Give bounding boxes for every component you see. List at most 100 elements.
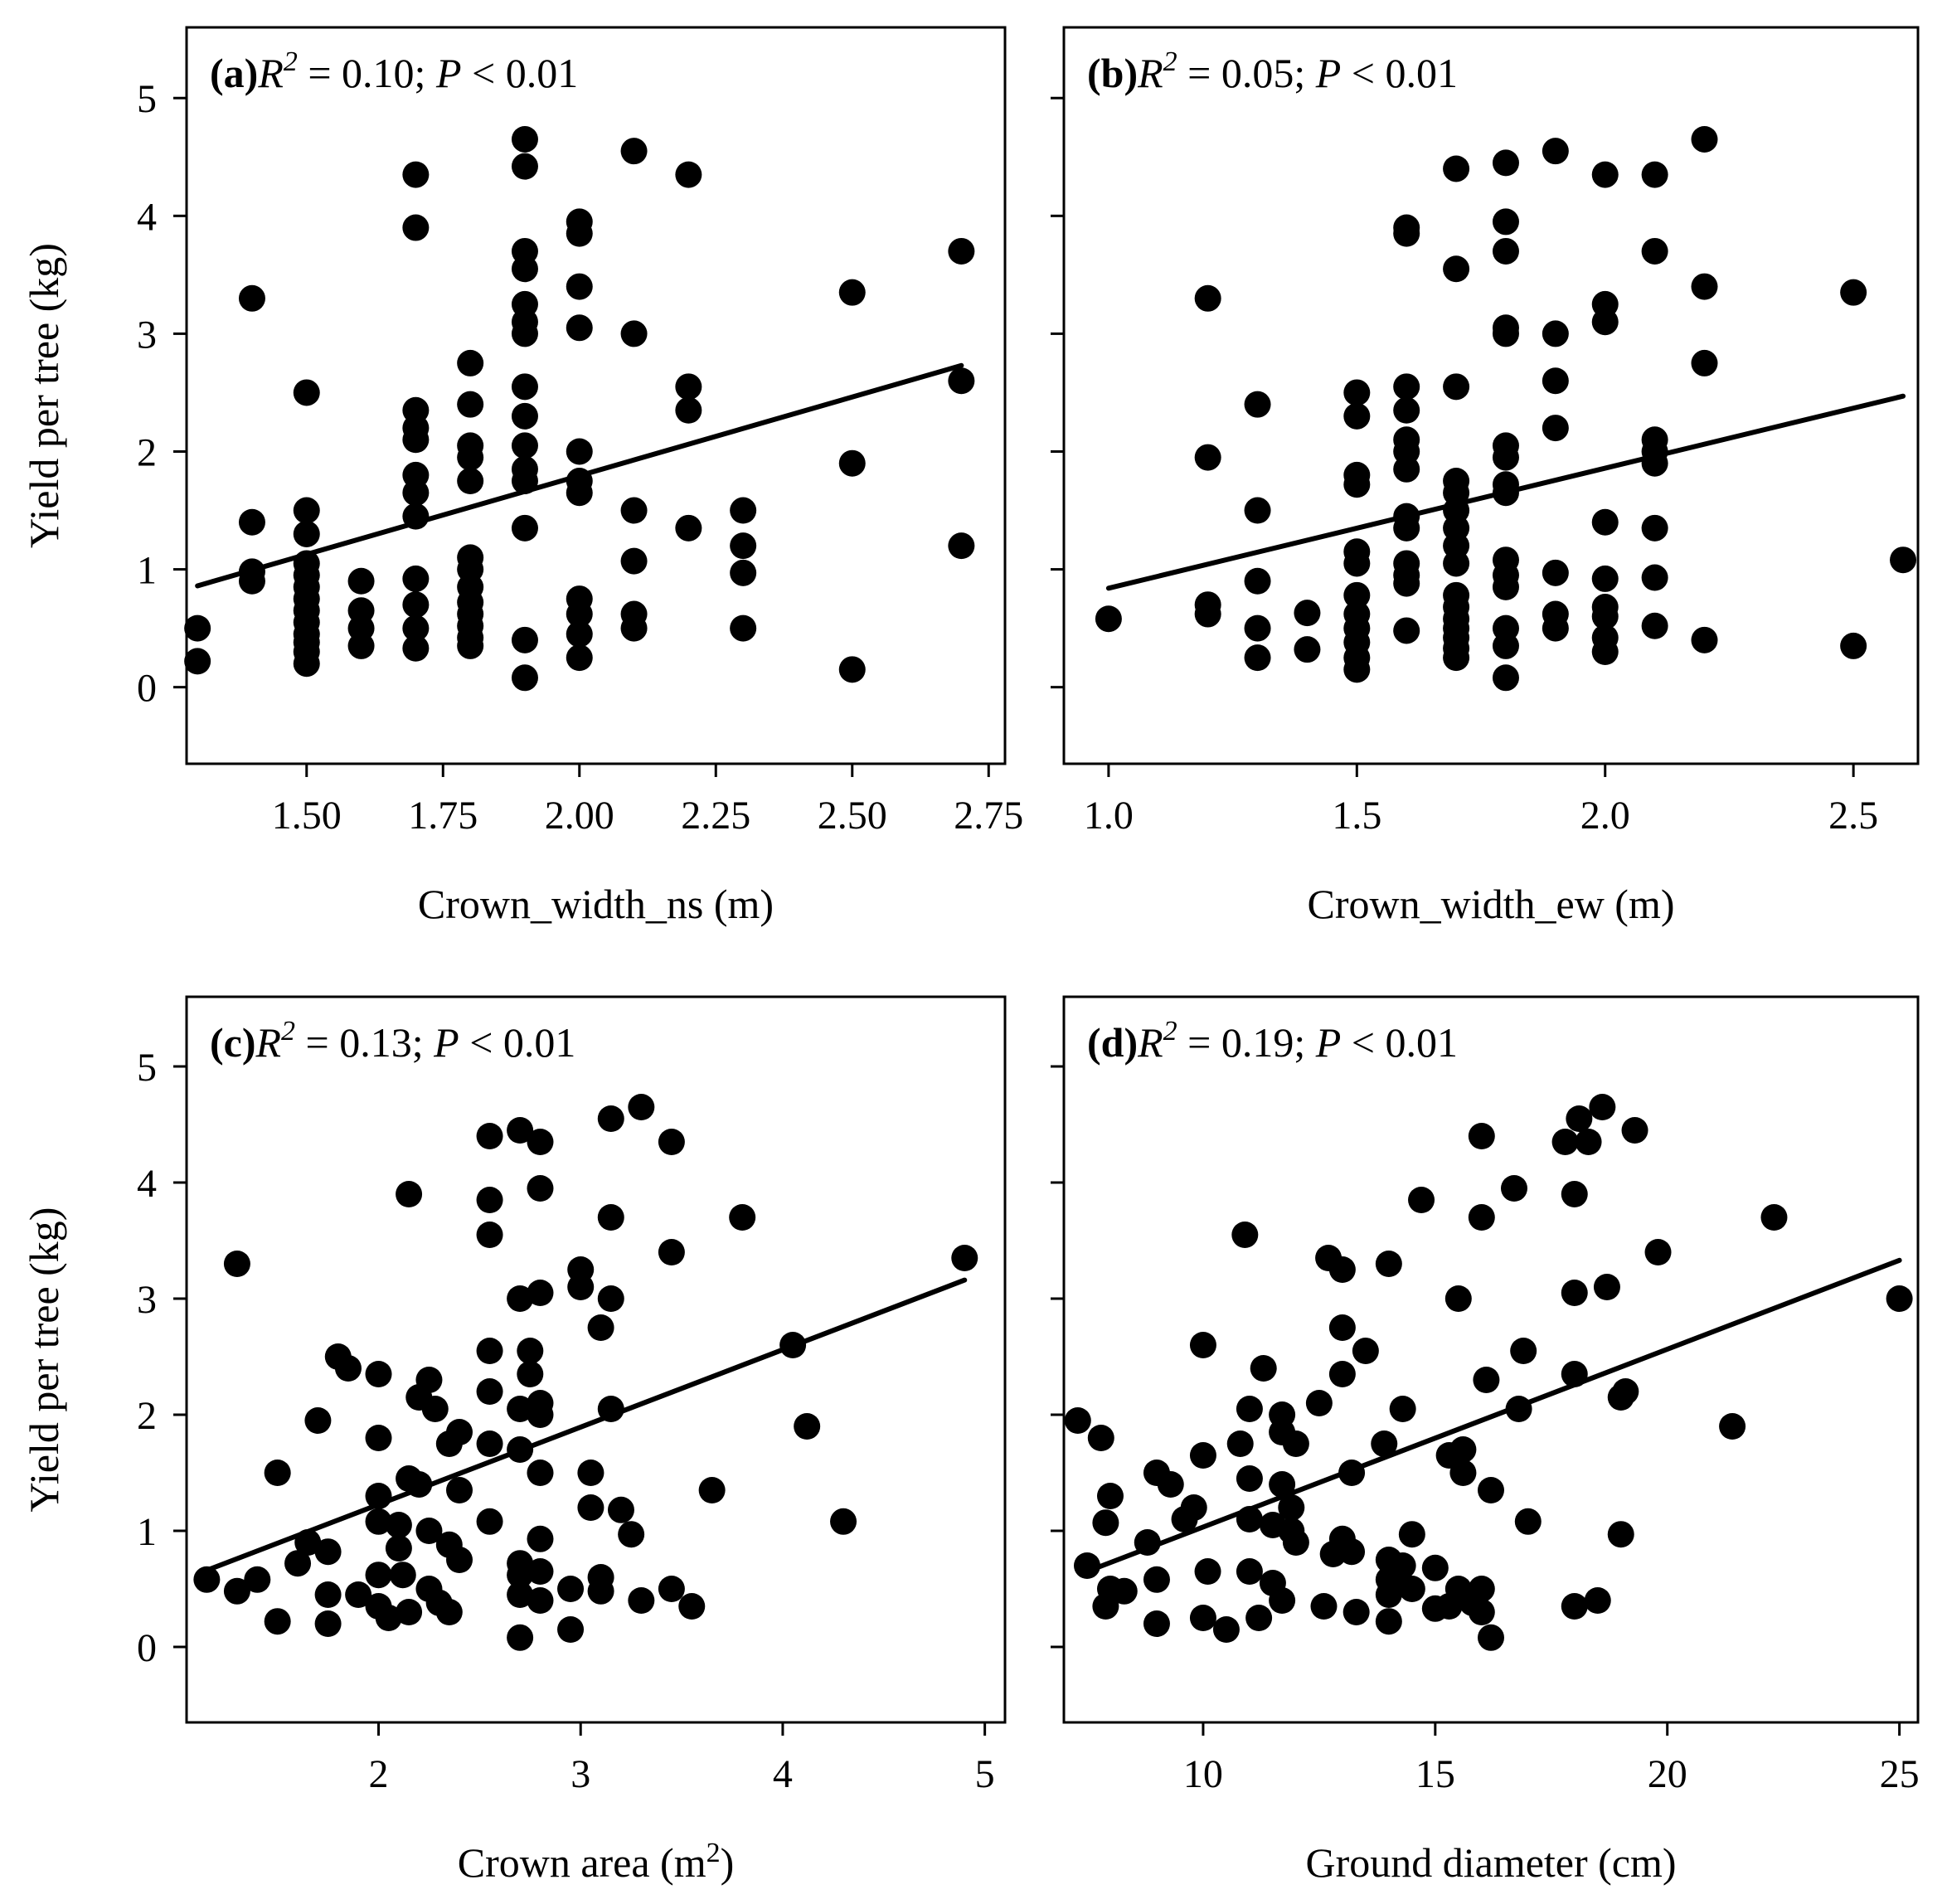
data-point bbox=[838, 656, 866, 683]
data-point bbox=[1691, 125, 1718, 153]
data-point bbox=[1566, 1105, 1593, 1132]
data-point bbox=[1468, 1123, 1495, 1149]
x-tick-label: 2.0 bbox=[1580, 794, 1630, 838]
data-point bbox=[1641, 161, 1668, 188]
data-point bbox=[396, 1181, 423, 1207]
data-point bbox=[511, 125, 538, 153]
data-point bbox=[1352, 1338, 1379, 1364]
data-point bbox=[1294, 636, 1321, 663]
data-point bbox=[620, 614, 648, 642]
data-point bbox=[457, 444, 484, 471]
data-point bbox=[597, 1204, 624, 1231]
y-tick-label: 0 bbox=[137, 1626, 157, 1670]
data-point bbox=[1073, 1552, 1100, 1579]
y-axis-label: Yield per tree (kg) bbox=[21, 1207, 67, 1513]
panel-1: 1.50 1.75 2.00 2.25 2.50 2.75 0 1 2 3 4 5 Crown_widt… bbox=[21, 26, 1023, 927]
r-squared-symbol: R bbox=[257, 50, 284, 96]
r-squared-exponent: 2 bbox=[1163, 1016, 1177, 1047]
panel-4: 10 15 20 25 Ground diameter (cm) (d)R2 = 0.19… bbox=[1051, 995, 1920, 1886]
data-point bbox=[1343, 471, 1371, 498]
r-squared-exponent: 2 bbox=[1163, 46, 1177, 77]
data-point bbox=[446, 1547, 473, 1573]
data-point bbox=[402, 634, 430, 662]
data-point bbox=[1449, 1460, 1477, 1486]
x-tick-label: 15 bbox=[1415, 1752, 1455, 1796]
data-point bbox=[476, 1338, 503, 1364]
data-point bbox=[511, 664, 538, 692]
x-tick-label: 2.00 bbox=[545, 794, 614, 838]
data-point bbox=[948, 367, 975, 395]
panel-annotation: (c)R2 = 0.13; P < 0.01 bbox=[210, 1016, 575, 1066]
y-tick-label: 4 bbox=[137, 195, 157, 239]
data-point bbox=[1542, 320, 1569, 347]
data-point bbox=[675, 514, 702, 542]
data-point bbox=[730, 532, 757, 560]
data-point bbox=[1551, 1129, 1579, 1155]
data-point bbox=[1393, 617, 1420, 644]
data-point bbox=[1542, 614, 1569, 642]
y-tick-label: 1 bbox=[137, 1510, 157, 1554]
data-point bbox=[1408, 1187, 1435, 1213]
data-point bbox=[557, 1576, 585, 1602]
data-point bbox=[678, 1593, 706, 1620]
data-point bbox=[620, 138, 648, 165]
data-point bbox=[1244, 497, 1271, 524]
data-point bbox=[1641, 514, 1668, 542]
data-point bbox=[1510, 1338, 1537, 1364]
data-point bbox=[1500, 1175, 1527, 1202]
p-symbol: P bbox=[433, 1019, 459, 1066]
data-point bbox=[402, 426, 430, 454]
data-point bbox=[1886, 1285, 1913, 1312]
data-point bbox=[223, 1577, 250, 1605]
data-point bbox=[446, 1477, 473, 1503]
data-point bbox=[1492, 664, 1519, 692]
data-point bbox=[402, 161, 430, 188]
x-tick-label: 10 bbox=[1183, 1752, 1223, 1796]
x-axis-label-suffix: ) bbox=[721, 1839, 735, 1886]
data-point bbox=[1269, 1471, 1296, 1498]
panel-letter: (a) bbox=[210, 50, 258, 96]
x-tick-label: 1.0 bbox=[1084, 794, 1134, 838]
data-point bbox=[1343, 379, 1371, 406]
r-squared-exponent: 2 bbox=[284, 46, 298, 77]
data-point bbox=[511, 320, 538, 347]
x-axis-label-text: Crown area (m bbox=[458, 1839, 706, 1886]
data-point bbox=[511, 255, 538, 283]
data-point bbox=[730, 559, 757, 586]
y-tick-label: 5 bbox=[137, 1046, 157, 1090]
data-point bbox=[1542, 559, 1569, 586]
data-point bbox=[415, 1367, 443, 1393]
data-point bbox=[1561, 1593, 1588, 1620]
data-point bbox=[1328, 1314, 1356, 1341]
x-tick-label: 1.50 bbox=[272, 794, 342, 838]
data-point bbox=[1444, 1285, 1472, 1312]
data-point bbox=[334, 1355, 362, 1382]
data-point bbox=[577, 1460, 604, 1486]
data-point bbox=[1180, 1494, 1207, 1521]
data-point bbox=[415, 1518, 443, 1544]
data-point bbox=[314, 1610, 342, 1637]
panel-2: 1.0 1.5 2.0 2.5 Crown_width_ew (m) (b)R2 = 0.… bbox=[1051, 26, 1920, 927]
data-point bbox=[1269, 1587, 1296, 1614]
data-point bbox=[1492, 237, 1519, 265]
data-point bbox=[264, 1608, 291, 1635]
data-point bbox=[184, 614, 211, 642]
data-point bbox=[620, 497, 648, 524]
data-point bbox=[566, 600, 593, 628]
data-point bbox=[618, 1521, 645, 1548]
y-tick-label: 4 bbox=[137, 1162, 157, 1206]
data-point bbox=[511, 626, 538, 653]
data-point bbox=[457, 391, 484, 418]
data-point bbox=[293, 379, 320, 406]
data-point bbox=[566, 620, 593, 648]
x-tick-label: 1.5 bbox=[1332, 794, 1381, 838]
data-point bbox=[1092, 1509, 1119, 1537]
data-point bbox=[347, 567, 375, 595]
data-point bbox=[507, 1562, 534, 1589]
data-point bbox=[567, 1274, 595, 1300]
data-point bbox=[527, 1525, 554, 1552]
data-point bbox=[1393, 373, 1420, 401]
x-axis-label: Ground diameter (cm) bbox=[1305, 1839, 1676, 1886]
data-point bbox=[1143, 1610, 1170, 1637]
